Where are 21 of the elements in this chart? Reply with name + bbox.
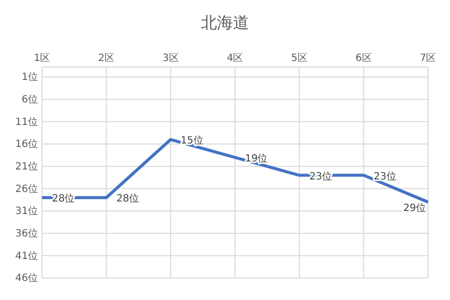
y-tick-label: 16位 [15,138,38,150]
x-tick-label: 3区 [162,53,179,64]
y-tick-label: 36位 [15,228,38,240]
y-tick-label: 41位 [15,250,38,262]
x-tick-label: 6区 [355,53,372,64]
x-tick-label: 2区 [98,53,115,64]
x-tick-label: 7区 [420,53,436,64]
x-tick-label: 1区 [34,53,50,64]
data-label: 23位 [374,170,396,182]
x-tick-label: 5区 [291,53,308,64]
y-tick-label: 11位 [15,116,38,128]
x-tick-label: 4区 [226,53,244,64]
data-label: 29位 [403,202,426,214]
chart-title: 北海道 [201,13,249,32]
y-tick-label: 21位 [15,160,38,173]
y-tick-label: 1位 [22,71,38,84]
y-tick-label: 26位 [15,182,38,195]
y-tick-label: 6位 [22,94,38,106]
y-tick-label: 31位 [15,205,38,218]
y-tick-label: 46位 [15,272,38,284]
data-label: 28位 [116,192,140,205]
